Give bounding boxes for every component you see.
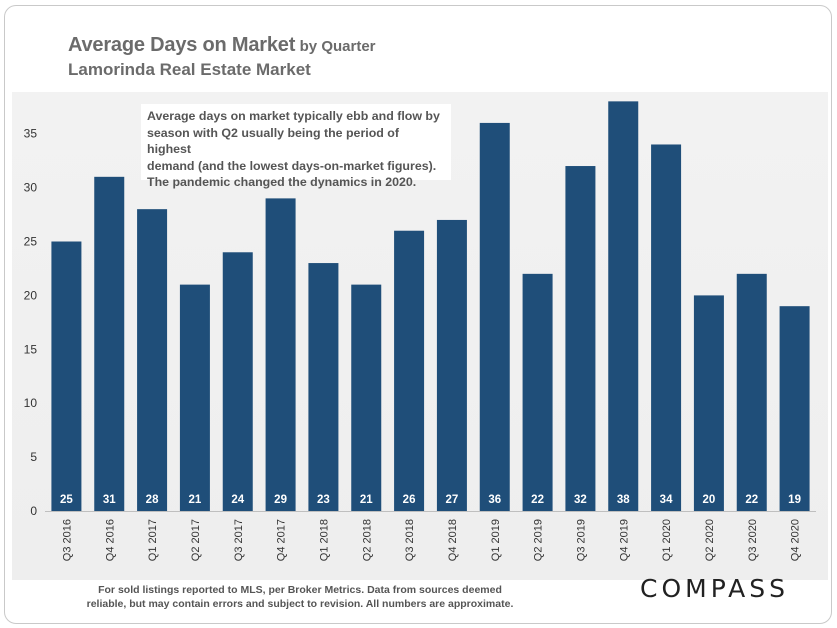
bar [608,101,639,512]
x-tick-label: Q1 2019 [490,519,502,561]
annotation-line-4: The pandemic changed the dynamics in 202… [147,175,417,189]
x-tick-label: Q1 2017 [147,519,159,561]
x-tick-label: Q2 2020 [704,519,716,561]
bar [394,230,425,511]
bar-data-label: 28 [146,494,159,506]
x-tick-label: Q1 2018 [318,519,330,561]
bar [265,198,296,511]
footnote-line-2: reliable, but may contain errors and sub… [86,598,514,610]
bar [779,306,810,511]
x-tick-label: Q3 2019 [575,519,587,561]
title-suffix: by Quarter [299,38,376,55]
bar [308,263,339,511]
bar-data-label: 21 [360,494,373,506]
bar [565,166,596,512]
y-tick-label: 0 [30,504,37,518]
footnote-line-1: For sold listings reported to MLS, per B… [98,584,502,596]
bar-data-label: 27 [446,494,459,506]
annotation-line-2: season with Q2 usually being the period … [147,125,399,157]
annotation-line-3: demand (and the lowest days-on-market fi… [147,158,437,173]
bar [651,144,682,512]
x-tick-label: Q4 2018 [447,519,459,561]
x-tick-label: Q3 2017 [233,519,245,561]
x-tick-label: Q4 2019 [618,519,630,561]
bar [137,209,168,511]
bar [736,273,767,511]
bar [351,284,382,511]
bar [179,284,210,511]
x-tick-label: Q2 2018 [361,519,373,561]
bar [222,252,253,511]
bar-data-label: 36 [488,494,501,506]
x-tick-label: Q4 2020 [790,519,802,561]
bar-data-label: 32 [574,494,587,506]
bar-data-label: 22 [745,494,758,506]
x-tick-label: Q3 2016 [61,519,73,561]
bar [522,273,553,511]
chart-title: Average Days on Market by Quarter [68,34,376,57]
bar [436,219,467,511]
bar-data-label: 24 [231,494,244,506]
bar-data-label: 25 [60,494,73,506]
x-tick-label: Q1 2020 [661,519,673,561]
x-tick-label: Q3 2020 [747,519,759,561]
x-tick-label: Q3 2018 [404,519,416,561]
bar-data-label: 31 [103,494,116,506]
footnote: For sold listings reported to MLS, per B… [70,583,530,611]
y-tick-label: 20 [24,288,38,302]
annotation-box: Average days on market typically ebb and… [141,104,451,189]
y-tick-label: 35 [24,127,38,141]
compass-logo: COMPASS [640,574,790,603]
bar-data-label: 19 [788,494,801,506]
bar-data-label: 21 [189,494,202,506]
bar-data-label: 34 [660,494,673,506]
y-tick-label: 25 [24,235,38,249]
bar-data-label: 29 [274,494,287,506]
bar [479,122,510,512]
bar [94,176,125,511]
bar-data-label: 22 [531,494,544,506]
bar-data-label: 38 [617,494,630,506]
y-tick-label: 10 [24,396,38,410]
y-tick-label: 15 [24,342,38,356]
x-tick-label: Q2 2017 [190,519,202,561]
bar [693,295,724,511]
x-tick-label: Q2 2019 [533,519,545,561]
bar-data-label: 20 [703,494,716,506]
y-tick-label: 30 [24,181,38,195]
annotation-line-1: Average days on market typically ebb and… [147,109,440,123]
bar-data-label: 26 [403,494,416,506]
x-tick-label: Q4 2017 [276,519,288,561]
chart-subtitle: Lamorinda Real Estate Market [68,60,311,79]
y-tick-label: 5 [30,450,37,464]
x-tick-label: Q4 2016 [104,519,116,561]
bar-data-label: 23 [317,494,330,506]
title-main: Average Days on Market [68,34,296,56]
bar [51,241,82,511]
